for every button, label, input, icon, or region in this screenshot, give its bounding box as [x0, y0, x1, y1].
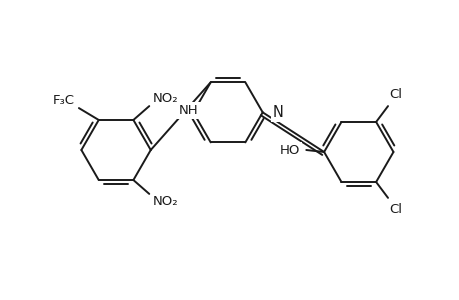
Text: Cl: Cl [389, 88, 402, 101]
Text: HO: HO [280, 143, 300, 157]
Text: NH: NH [179, 104, 198, 117]
Text: N: N [272, 105, 283, 120]
Text: NO₂: NO₂ [152, 92, 178, 105]
Text: F₃C: F₃C [53, 94, 75, 107]
Text: NO₂: NO₂ [152, 195, 178, 208]
Text: Cl: Cl [389, 203, 402, 216]
